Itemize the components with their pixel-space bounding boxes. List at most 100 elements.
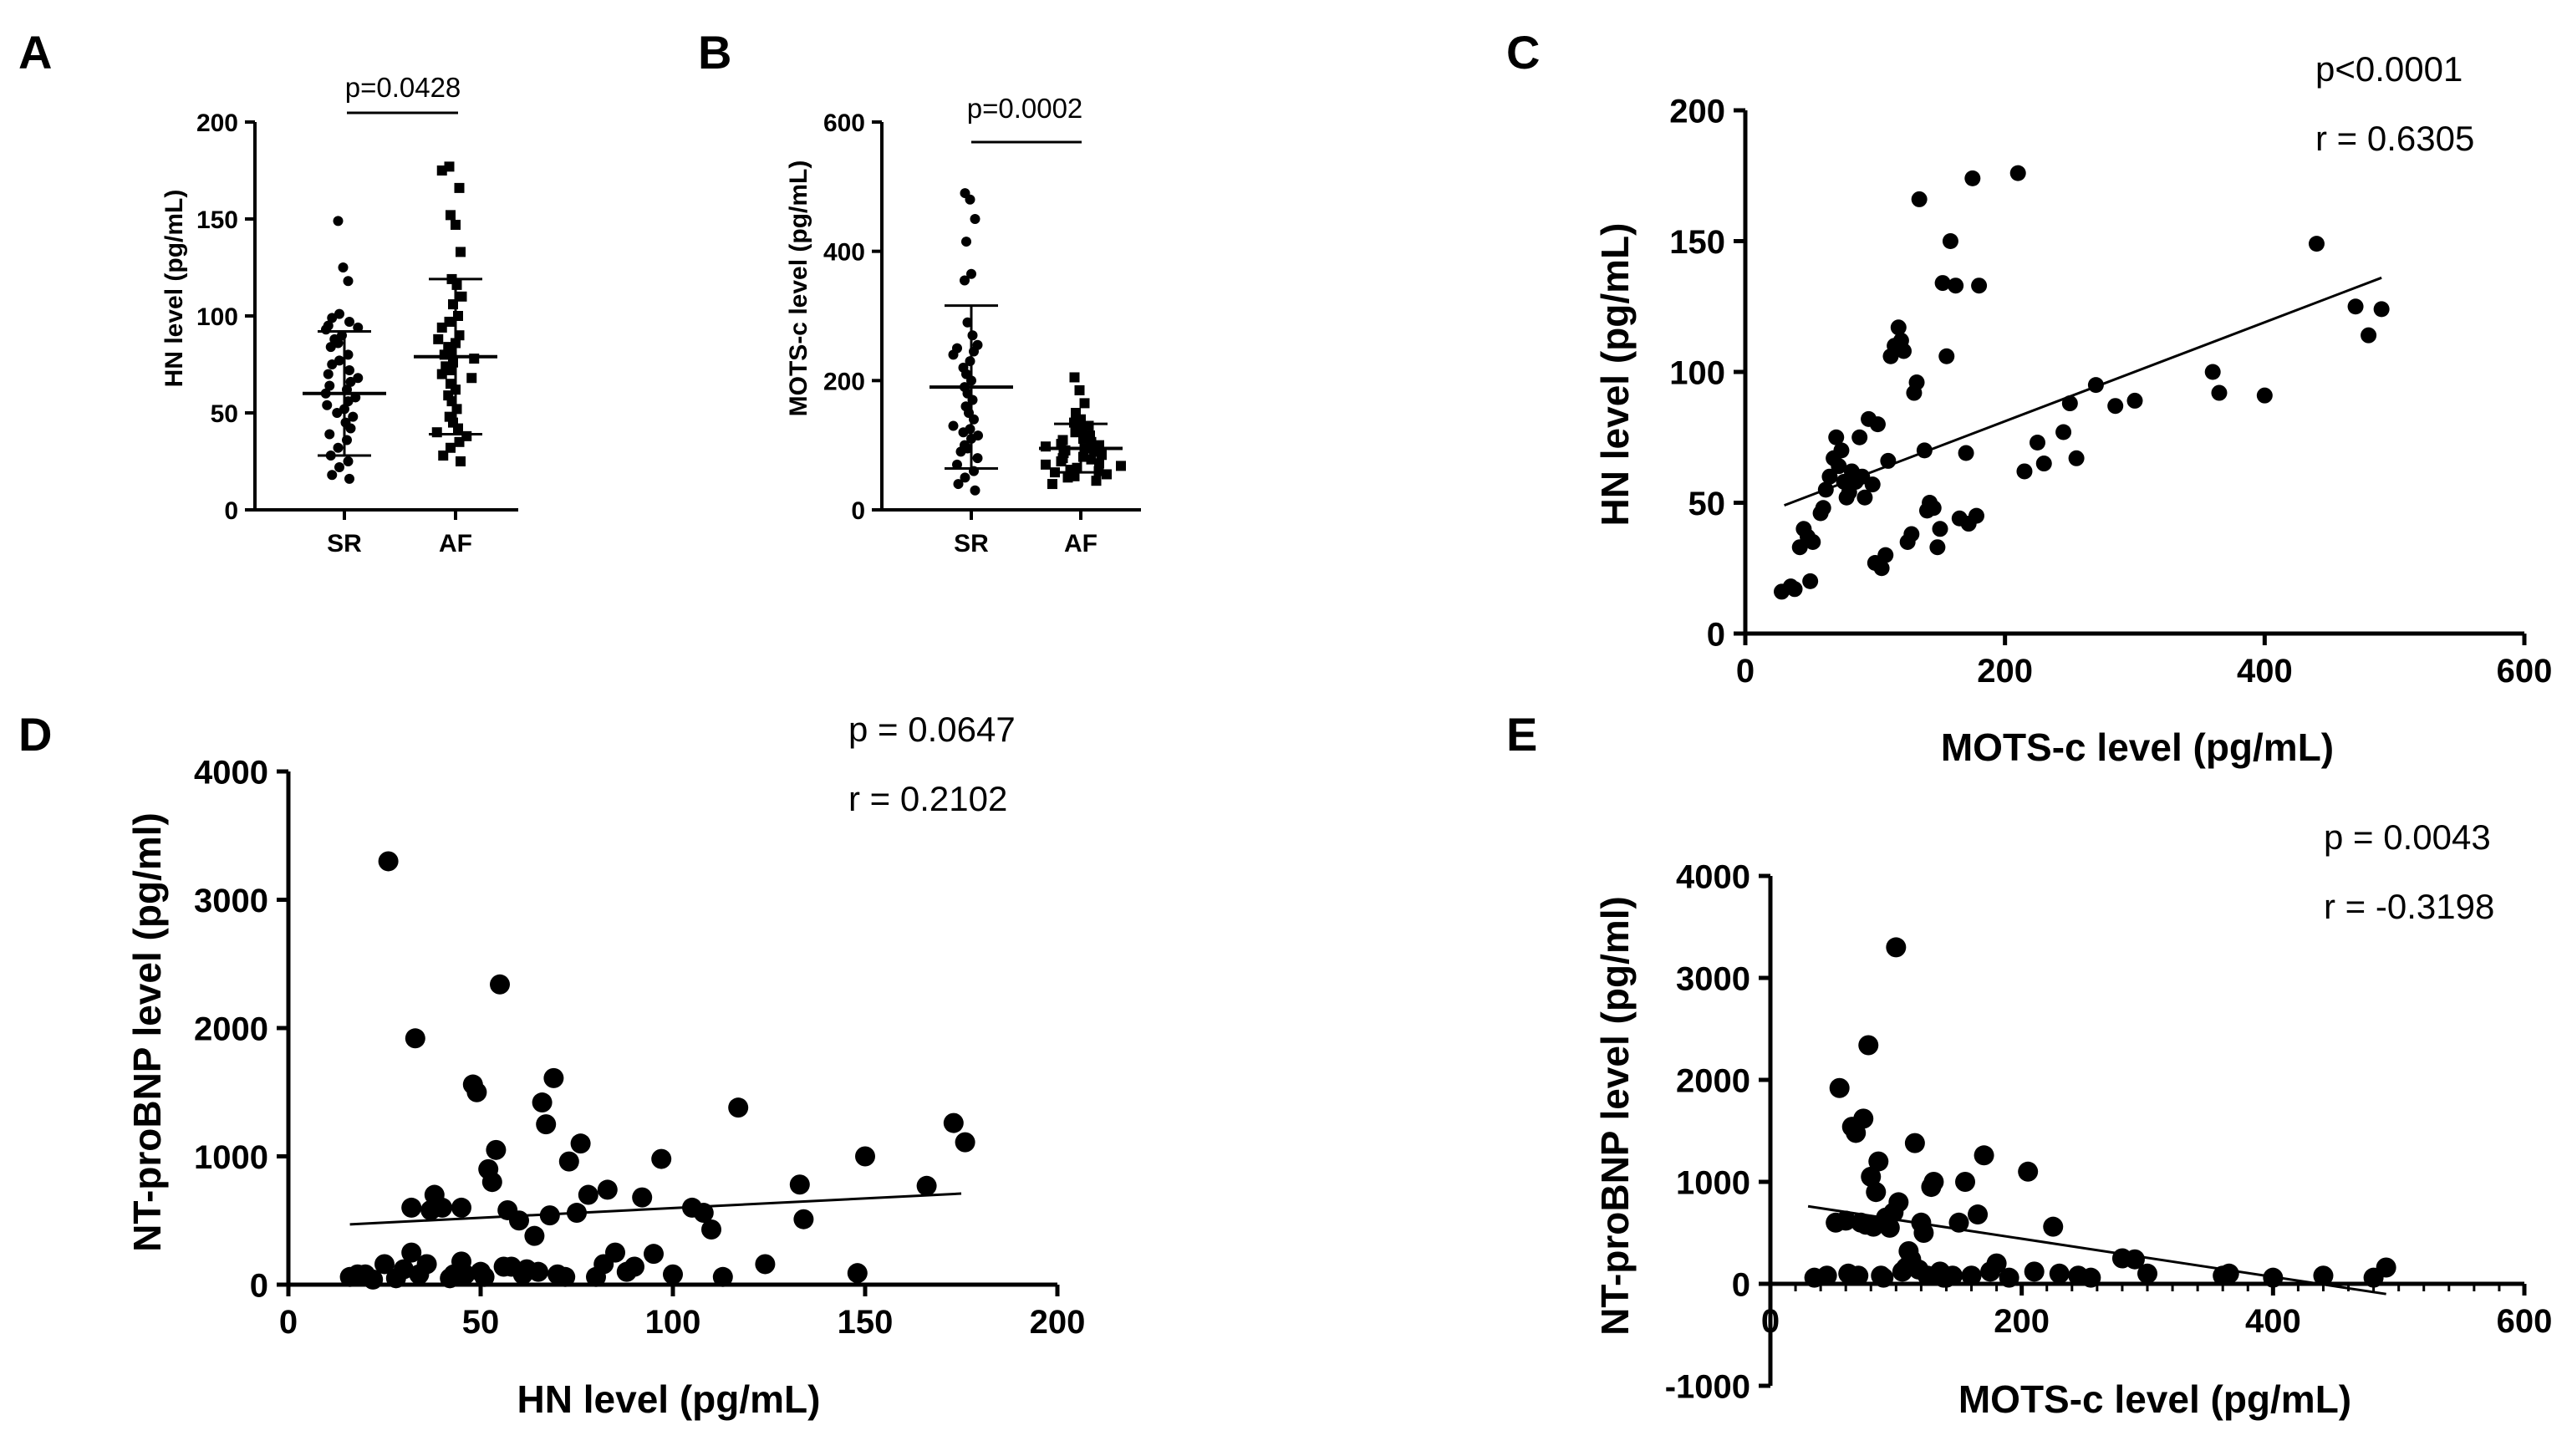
panel-d-y-tick-label: 3000 bbox=[194, 883, 268, 919]
panel-d-point bbox=[555, 1266, 576, 1287]
panel-a-point bbox=[322, 400, 333, 410]
panel-d-point bbox=[466, 1082, 487, 1102]
panel-d-plot: 0 1000 2000 3000 4000 0 50 100 150 200 bbox=[194, 754, 1085, 1341]
panel-a-point bbox=[446, 210, 456, 221]
panel-c-point bbox=[1896, 343, 1912, 359]
panel-e-x-tick-label: 0 bbox=[1761, 1303, 1780, 1340]
panel-a-y-axis-title: HN level (pg/mL) bbox=[160, 190, 188, 388]
panel-d-y-tick-label: 4000 bbox=[194, 754, 268, 791]
panel-e-y-tick-label: 0 bbox=[1732, 1266, 1750, 1303]
panel-d-point bbox=[536, 1114, 557, 1135]
panel-d-point bbox=[847, 1263, 868, 1284]
panel-b-category-label: SR bbox=[954, 530, 989, 557]
panel-e-point bbox=[1848, 1265, 1869, 1286]
panel-c-x-axis-title: MOTS-c level (pg/mL) bbox=[1941, 725, 2334, 769]
panel-a-point bbox=[446, 442, 456, 453]
panel-c-point bbox=[1831, 458, 1847, 475]
panel-a: A HN level (pg/mL) p=0.0428 0 50 100 150 200… bbox=[18, 26, 518, 557]
panel-b-plot: 0 200 400 600 SR AF bbox=[823, 109, 1141, 557]
panel-c-point bbox=[1911, 191, 1928, 207]
panel-c-y-tick-label: 50 bbox=[1688, 486, 1726, 522]
panel-c-point bbox=[2055, 424, 2072, 440]
panel-e-regression-line bbox=[1807, 1204, 2386, 1296]
panel-a-p-value: p=0.0428 bbox=[345, 72, 461, 103]
panel-d-point bbox=[597, 1179, 618, 1200]
panel-b-point bbox=[960, 472, 970, 483]
panel-e-plot: -1000 0 1000 2000 3000 4000 0 200 400 600 bbox=[1665, 858, 2553, 1405]
panel-a-point bbox=[327, 359, 338, 369]
panel-b-point bbox=[966, 268, 976, 279]
panel-c-y-tick-label: 150 bbox=[1669, 224, 1725, 261]
panel-c-point bbox=[2204, 364, 2221, 380]
panel-e-y-tick-label: 1000 bbox=[1676, 1164, 1750, 1201]
panel-a-y-tick-label: 100 bbox=[196, 303, 238, 331]
panel-e-point bbox=[1942, 1265, 1963, 1286]
panel-a-point bbox=[338, 262, 349, 272]
panel-e-y-tick-label: -1000 bbox=[1665, 1368, 1750, 1405]
panel-c-point bbox=[1877, 547, 1894, 563]
panel-b-point bbox=[1041, 459, 1051, 470]
panel-b-point bbox=[960, 275, 970, 286]
panel-e-point bbox=[1904, 1133, 1925, 1153]
panel-e-point bbox=[1829, 1077, 1850, 1098]
panel-e-point bbox=[1836, 1210, 1856, 1231]
panel-a-point bbox=[343, 456, 354, 466]
panel-c-point bbox=[1805, 533, 1821, 550]
panel-c-point bbox=[1890, 319, 1907, 336]
panel-b-point bbox=[1047, 479, 1057, 490]
panel-c-point bbox=[1968, 507, 1984, 524]
panel-c-point bbox=[2068, 450, 2085, 466]
panel-a-point bbox=[454, 436, 465, 447]
panel-e-point bbox=[2081, 1267, 2101, 1288]
panel-a-y-tick-label: 0 bbox=[224, 497, 238, 525]
panel-b-point bbox=[1097, 450, 1107, 461]
panel-a-point bbox=[327, 470, 338, 481]
panel-a-point bbox=[344, 473, 354, 484]
panel-c-point bbox=[2211, 384, 2228, 401]
panel-b-point bbox=[1070, 427, 1081, 438]
panel-b-point bbox=[1074, 384, 1085, 395]
panel-a-point bbox=[325, 342, 336, 353]
panel-e-point bbox=[2376, 1257, 2396, 1278]
panel-d-point bbox=[712, 1266, 733, 1287]
panel-a-point bbox=[345, 423, 356, 434]
panel-d-point bbox=[570, 1133, 591, 1154]
panel-c-point bbox=[1873, 560, 1890, 577]
panel-c-y-tick-label: 100 bbox=[1669, 354, 1725, 391]
panel-a-point bbox=[333, 216, 344, 227]
panel-c-point bbox=[1869, 416, 1886, 433]
panel-a-point bbox=[438, 451, 449, 461]
panel-d-point bbox=[644, 1244, 664, 1265]
panel-c-x-tick-label: 600 bbox=[2497, 653, 2553, 690]
panel-e-point bbox=[1853, 1108, 1874, 1129]
panel-d-y-tick-label: 1000 bbox=[194, 1139, 268, 1176]
panel-a-point bbox=[344, 316, 354, 327]
panel-c-point bbox=[2009, 165, 2026, 181]
panel-b-y-tick-label: 0 bbox=[851, 497, 865, 525]
panel-c-point bbox=[1828, 429, 1845, 445]
panel-b-point bbox=[1116, 461, 1126, 471]
panel-label-a: A bbox=[18, 26, 52, 79]
panel-c-plot: 0 50 100 150 200 0 200 400 600 bbox=[1669, 93, 2552, 690]
panel-b-point bbox=[1086, 454, 1097, 465]
panel-d-point bbox=[916, 1175, 937, 1196]
panel-b: B MOTS-c level (pg/mL) p=0.0002 0 200 400 6… bbox=[698, 26, 1141, 557]
panel-a-point bbox=[321, 324, 331, 335]
panel-e-y-tick-label: 3000 bbox=[1676, 960, 1750, 997]
panel-e-point bbox=[1868, 1151, 1889, 1172]
panel-c-r-value: r = 0.6305 bbox=[2315, 119, 2474, 158]
panel-e-point bbox=[2313, 1265, 2334, 1286]
panel-a-point bbox=[344, 364, 354, 375]
panel-e-point bbox=[1923, 1172, 1944, 1192]
panel-a-point bbox=[348, 411, 359, 422]
panel-c-point bbox=[1851, 429, 1868, 445]
panel-b-p-value: p=0.0002 bbox=[967, 93, 1083, 124]
panel-c-point bbox=[1942, 233, 1958, 249]
panel-c-point bbox=[1971, 277, 1988, 294]
panel-d-point bbox=[793, 1209, 814, 1229]
panel-e-point bbox=[1873, 1267, 1894, 1288]
panel-d-point bbox=[789, 1174, 810, 1195]
panel-c-point bbox=[1833, 442, 1850, 459]
panel-d-y-axis-title: NT-proBNP level (pg/ml) bbox=[125, 812, 169, 1252]
panel-e-y-tick-label: 4000 bbox=[1676, 858, 1750, 895]
